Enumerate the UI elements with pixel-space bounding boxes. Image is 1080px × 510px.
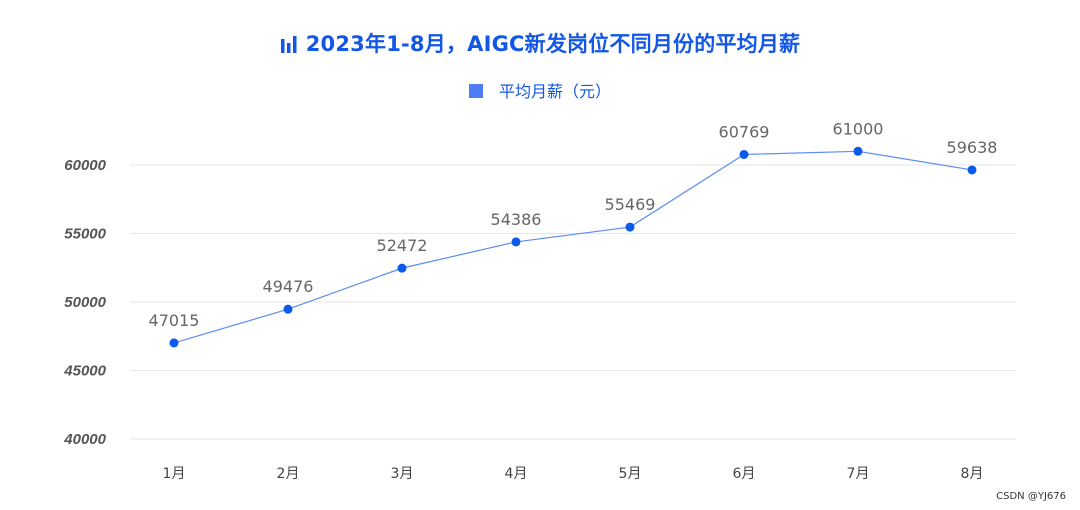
data-point[interactable]: [853, 146, 863, 156]
watermark: CSDN @YJ676: [996, 491, 1066, 502]
data-label: 60769: [719, 122, 770, 141]
data-labels: 47015 49476 52472 54386 55469 60769 61000 59638: [149, 119, 998, 330]
data-label: 59638: [947, 138, 998, 157]
data-label: 54386: [491, 210, 542, 229]
data-point[interactable]: [739, 149, 749, 159]
y-tick-label: 40000: [63, 431, 106, 448]
data-point[interactable]: [283, 304, 293, 314]
series-line: [173, 150, 973, 344]
y-tick-label: 55000: [64, 226, 106, 243]
x-tick-label: 4月: [505, 466, 528, 482]
data-label: 55469: [605, 195, 656, 214]
y-tick-label: 45000: [63, 363, 106, 380]
data-point[interactable]: [169, 338, 179, 348]
legend-swatch: [468, 84, 483, 98]
x-tick-label: 7月: [847, 466, 870, 482]
series-layer: [169, 146, 977, 348]
legend-label: 平均月薪（元）: [498, 82, 611, 101]
data-point[interactable]: [625, 222, 635, 232]
chart-title: 2023年1-8月，AIGC新发岗位不同月份的平均月薪: [0, 28, 1080, 58]
x-tick-label: 5月: [619, 466, 642, 482]
data-point[interactable]: [511, 237, 521, 247]
y-tick-label: 60000: [64, 157, 106, 174]
data-point[interactable]: [967, 165, 977, 175]
x-tick-label: 3月: [391, 466, 414, 482]
x-axis-ticks: 1月 2月 3月 4月 5月 6月 7月 8月: [163, 466, 984, 482]
data-label: 47015: [149, 311, 200, 330]
data-label: 49476: [263, 277, 314, 296]
x-tick-label: 1月: [163, 466, 186, 482]
y-tick-label: 50000: [64, 294, 106, 311]
bar-chart-icon: [280, 36, 297, 53]
data-label: 61000: [833, 119, 884, 138]
chart-title-text: 2023年1-8月，AIGC新发岗位不同月份的平均月薪: [305, 32, 801, 56]
data-label: 52472: [377, 236, 428, 255]
x-tick-label: 6月: [733, 466, 756, 482]
x-tick-label: 2月: [277, 466, 300, 482]
data-point[interactable]: [397, 263, 407, 273]
legend[interactable]: 平均月薪（元）: [0, 78, 1080, 102]
x-tick-label: 8月: [961, 466, 984, 482]
y-axis-ticks: 40000 45000 50000 55000 60000: [63, 157, 106, 448]
grid-lines: [130, 164, 1016, 440]
